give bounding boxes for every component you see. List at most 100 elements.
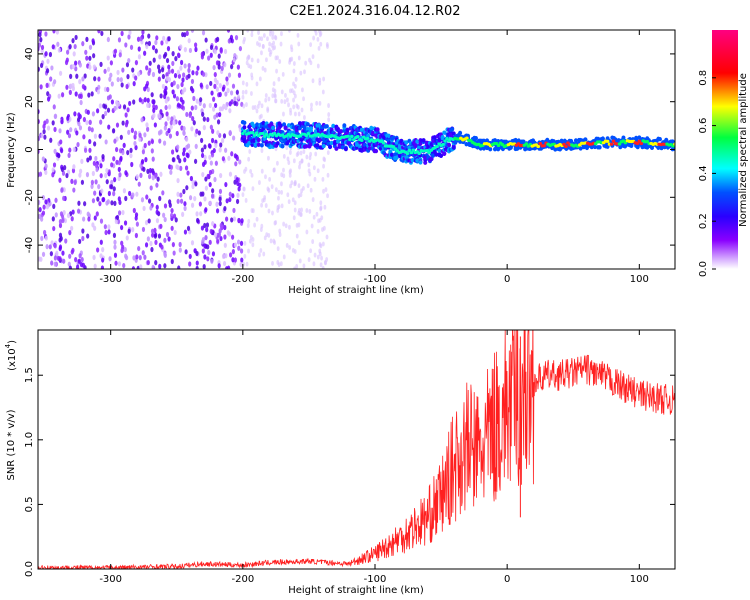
heatmap-cell — [417, 151, 422, 155]
heatmap-cell — [350, 134, 354, 139]
heatmap-cell — [75, 264, 80, 269]
heatmap-cell — [203, 154, 207, 161]
heatmap-cell — [236, 239, 241, 245]
heatmap-cell — [221, 253, 226, 259]
heatmap-cell — [273, 93, 277, 99]
heatmap-cell — [78, 62, 82, 68]
heatmap-cell — [134, 232, 138, 239]
heatmap-cell — [53, 113, 58, 119]
heatmap-cell — [300, 107, 304, 113]
x-tick-label: -200 — [231, 574, 254, 585]
heatmap-cell — [49, 76, 53, 82]
heatmap-cell — [312, 261, 316, 267]
heatmap-cell — [124, 195, 128, 202]
heatmap-cell — [58, 128, 62, 134]
y-tick-label: 40 — [24, 48, 35, 61]
heatmap-cell — [52, 203, 56, 209]
heatmap-cell — [218, 91, 222, 98]
heatmap-cell — [391, 135, 396, 140]
heatmap-cell — [254, 131, 259, 135]
heatmap-cell — [148, 60, 152, 66]
heatmap-cell — [246, 223, 250, 228]
heatmap-cell — [131, 192, 135, 198]
heatmap-cell — [298, 164, 301, 170]
heatmap-cell — [38, 32, 42, 38]
heatmap-cell — [301, 87, 304, 93]
heatmap-cell — [282, 254, 286, 260]
heatmap-cell — [183, 47, 187, 53]
heatmap-cell — [100, 265, 105, 269]
heatmap-cell — [212, 64, 216, 71]
heatmap-cell — [250, 57, 254, 63]
heatmap-cell — [326, 44, 329, 49]
heatmap-cell — [282, 154, 286, 159]
heatmap-cell — [133, 140, 137, 147]
heatmap-cell — [75, 130, 79, 136]
heatmap-cell — [55, 30, 59, 35]
heatmap-cell — [251, 138, 256, 144]
heatmap-cell — [609, 142, 614, 146]
heatmap-cell — [87, 216, 91, 222]
heatmap-cell — [124, 42, 128, 48]
heatmap-cell — [202, 103, 206, 109]
heatmap-cell — [319, 206, 323, 212]
heatmap-cell — [131, 227, 135, 233]
heatmap-cell — [213, 49, 218, 55]
heatmap-cell — [147, 40, 152, 47]
heatmap-cell — [58, 70, 63, 76]
heatmap-cell — [172, 93, 177, 99]
heatmap-cell — [51, 216, 55, 222]
heatmap-cell — [190, 30, 195, 33]
heatmap-cell — [326, 150, 330, 156]
heatmap-cell — [136, 265, 140, 269]
heatmap-cell — [106, 107, 111, 113]
heatmap-cell — [293, 266, 296, 269]
heatmap-cell — [258, 114, 262, 120]
heatmap-cell — [66, 212, 71, 219]
heatmap-cell — [259, 227, 263, 233]
heatmap-cell — [209, 80, 213, 87]
heatmap-cell — [172, 120, 176, 126]
heatmap-cell — [164, 104, 168, 111]
heatmap-cell — [225, 76, 229, 82]
heatmap-cell — [143, 50, 147, 56]
heatmap-cell — [365, 136, 370, 141]
heatmap-cell — [223, 224, 227, 231]
heatmap-cell — [247, 218, 251, 224]
y-tick-label: 20 — [24, 95, 35, 108]
heatmap-cell — [241, 80, 245, 86]
heatmap-cell — [267, 47, 271, 53]
heatmap-cell — [219, 172, 223, 179]
heatmap-cell — [187, 67, 191, 73]
heatmap-cell — [305, 208, 309, 213]
heatmap-cell — [71, 38, 75, 44]
heatmap-cell — [421, 138, 426, 143]
heatmap-cell — [110, 179, 114, 185]
heatmap-cell — [126, 74, 130, 80]
heatmap-cell — [98, 201, 102, 207]
heatmap-cell — [81, 235, 85, 242]
heatmap-cell — [304, 60, 308, 66]
heatmap-cell — [224, 147, 228, 153]
heatmap-cell — [276, 246, 280, 252]
heatmap-cell — [327, 103, 330, 108]
heatmap-cell — [74, 257, 78, 263]
heatmap-cell — [123, 247, 127, 253]
heatmap-cell — [218, 147, 222, 153]
heatmap-cell — [286, 123, 291, 128]
heatmap-cell — [184, 249, 188, 255]
snr-frame — [37, 329, 676, 570]
heatmap-cell — [88, 55, 92, 61]
heatmap-cell — [307, 162, 311, 168]
heatmap-cell — [205, 84, 209, 90]
heatmap-cell — [289, 110, 293, 116]
heatmap-cell — [202, 125, 206, 131]
heatmap-cell — [137, 245, 141, 252]
heatmap-cell — [75, 73, 79, 79]
heatmap-cell — [113, 138, 117, 144]
heatmap-cell — [180, 104, 184, 110]
heatmap-cell — [54, 212, 58, 218]
heatmap-cell — [293, 179, 297, 185]
heatmap-cell — [258, 36, 261, 41]
heatmap-cell — [309, 187, 313, 193]
